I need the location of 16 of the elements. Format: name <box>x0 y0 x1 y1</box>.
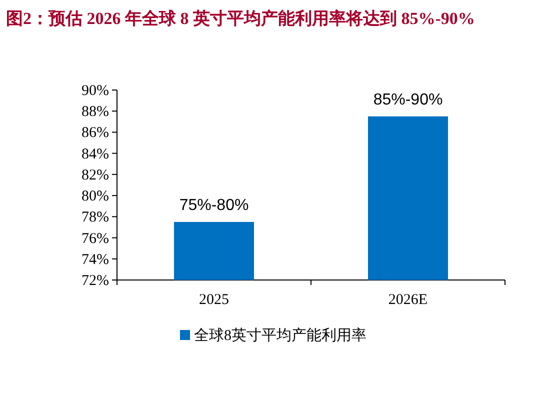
y-tick-label: 74% <box>82 252 109 268</box>
y-tick-label: 86% <box>82 125 109 142</box>
legend-label: 全球8英寸平均产能利用率 <box>194 327 366 344</box>
y-tick-label: 80% <box>82 188 109 205</box>
chart-title: 图2：预估 2026 年全球 8 英寸平均产能利用率将达到 85%-90% <box>6 8 476 30</box>
y-tick-label: 84% <box>82 146 109 162</box>
y-tick-label: 78% <box>82 210 109 226</box>
x-tick-label: 2026E <box>388 292 428 308</box>
annotation: 85%-90% <box>373 91 443 108</box>
y-tick-label: 76% <box>82 230 109 247</box>
x-tick-label: 2025 <box>199 292 229 308</box>
y-tick-label: 88% <box>82 104 109 120</box>
y-tick-label: 82% <box>82 167 109 184</box>
y-tick-label: 90% <box>82 83 109 99</box>
y-tick-label: 72% <box>82 273 109 289</box>
annotation: 75%-80% <box>179 196 249 214</box>
